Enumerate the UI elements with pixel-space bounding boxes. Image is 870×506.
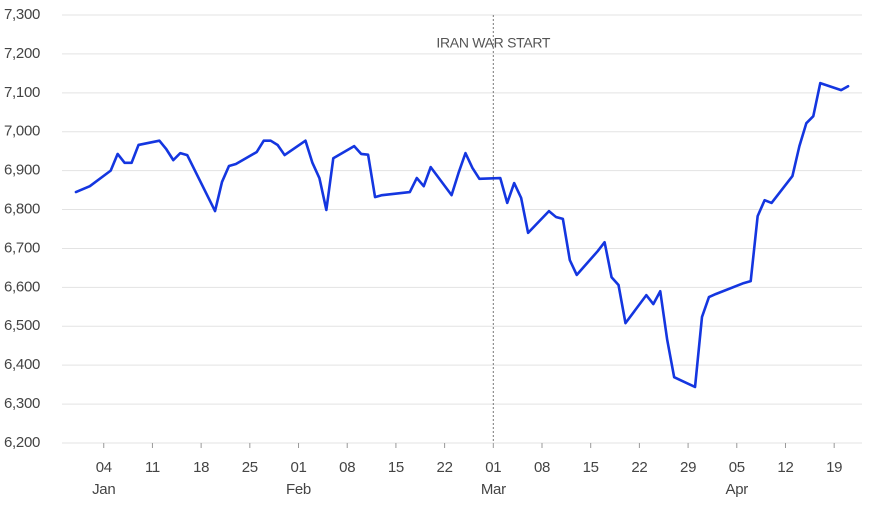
x-tick-label: 18	[193, 459, 209, 476]
y-tick-label: 7,200	[4, 45, 40, 62]
x-tick-label: 08	[534, 459, 550, 476]
y-tick-label: 6,600	[4, 278, 40, 295]
x-tick-label: 22	[631, 459, 647, 476]
y-tick-label: 6,400	[4, 356, 40, 373]
y-tick-label: 7,000	[4, 123, 40, 140]
y-tick-label: 6,700	[4, 239, 40, 256]
x-tick-label: 29	[680, 459, 696, 476]
y-tick-label: 7,300	[4, 6, 40, 23]
x-month-label: Feb	[286, 481, 311, 498]
x-tick-label: 25	[242, 459, 258, 476]
annotation-label: IRAN WAR START	[436, 35, 551, 51]
x-tick-label: 05	[729, 459, 745, 476]
x-month-label: Mar	[481, 481, 506, 498]
y-tick-label: 7,100	[4, 84, 40, 101]
y-tick-label: 6,200	[4, 434, 40, 451]
x-tick-label: 11	[145, 459, 160, 476]
x-tick-label: 19	[826, 459, 842, 476]
x-month-label: Jan	[92, 481, 115, 498]
x-month-label: Apr	[726, 481, 749, 498]
x-tick-label: 15	[388, 459, 404, 476]
y-tick-label: 6,300	[4, 395, 40, 412]
data-line	[74, 81, 850, 389]
x-tick-label: 01	[290, 459, 306, 476]
x-tick-label: 22	[437, 459, 453, 476]
y-tick-label: 6,500	[4, 317, 40, 334]
x-tick-label: 08	[339, 459, 355, 476]
x-tick-label: 04	[96, 459, 112, 476]
x-tick-label: 01	[485, 459, 501, 476]
y-tick-label: 6,900	[4, 162, 40, 179]
y-tick-label: 6,800	[4, 201, 40, 218]
x-tick-label: 12	[777, 459, 793, 476]
x-tick-label: 15	[583, 459, 599, 476]
